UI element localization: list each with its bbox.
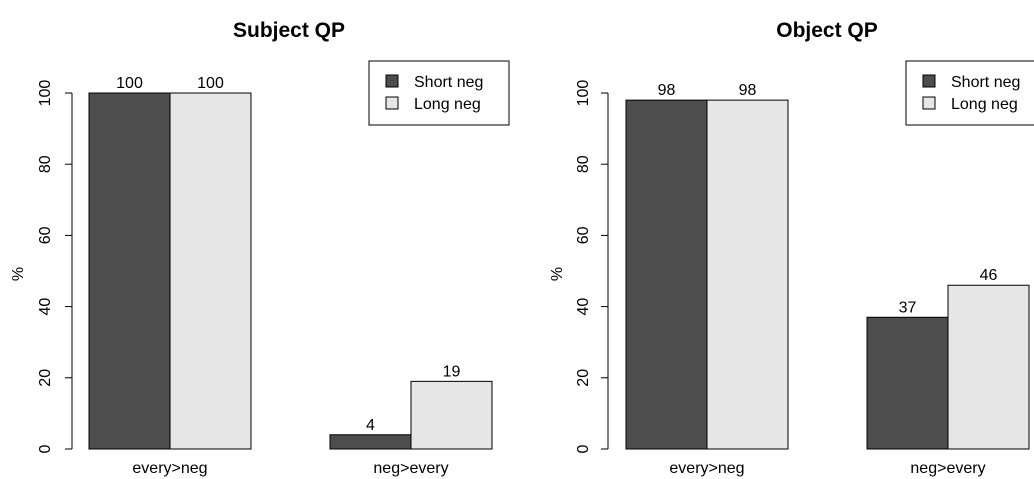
legend-box [905,60,1034,126]
bar [410,380,493,450]
y-tick-label: 40 [575,298,592,316]
bar-value-label: 46 [980,267,998,284]
chart-title: Object QP [776,19,878,42]
x-category-label: every>neg [132,460,207,477]
legend-swatch [385,96,399,110]
y-tick-label: 80 [37,155,54,173]
bar-value-label: 100 [116,75,143,92]
x-category-label: neg>every [373,460,448,477]
y-tick-label: 100 [37,80,54,107]
y-tick-label: 60 [575,226,592,244]
y-tick-label: 60 [37,226,54,244]
chart-panel: Subject QP 0 20 40 60 80 100% 100 100 every>neg 4 1… [10,19,510,477]
legend-label: Long neg [951,96,1018,113]
bar-value-label: 4 [366,417,375,434]
y-tick-label: 40 [37,298,54,316]
bar [169,92,252,450]
y-axis-label: % [549,267,566,281]
legend-box [368,60,510,126]
x-category-label: neg>every [910,460,985,477]
bar [706,99,789,450]
bar [866,316,949,450]
bar [947,284,1030,450]
legend-swatch [922,74,936,88]
bar-value-label: 98 [739,82,757,99]
bar-value-label: 100 [197,75,224,92]
bar [88,92,171,450]
chart-title: Subject QP [233,19,345,42]
bar [329,434,412,450]
legend-label: Short neg [951,74,1020,91]
bar-value-label: 19 [443,363,461,380]
y-tick-label: 80 [575,155,592,173]
y-tick-label: 0 [37,444,54,453]
bar-value-label: 98 [658,82,676,99]
y-tick-label: 0 [575,444,592,453]
x-category-label: every>neg [669,460,744,477]
legend-swatch [385,74,399,88]
y-tick-label: 20 [575,369,592,387]
legend-swatch [922,96,936,110]
y-axis-label: % [10,267,27,281]
legend-label: Short neg [414,74,483,91]
chart-panel: Object QP 0 20 40 60 80 100% 98 98 every>neg 37 46 n… [549,19,1034,477]
bar-value-label: 37 [899,299,917,316]
legend-label: Long neg [414,96,481,113]
bar [625,99,708,450]
y-tick-label: 100 [575,80,592,107]
y-tick-label: 20 [37,369,54,387]
